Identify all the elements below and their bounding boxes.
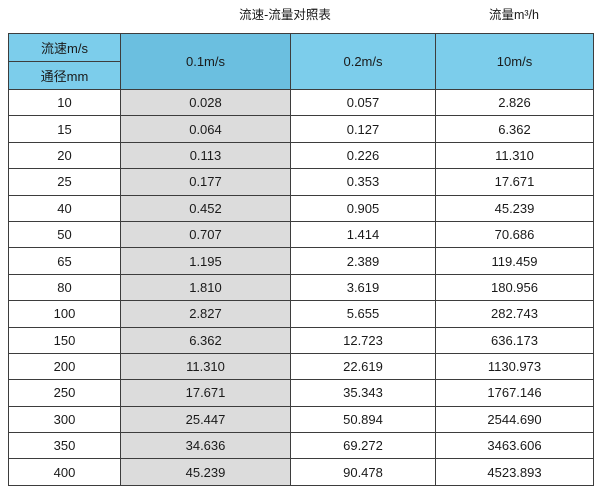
cell-flow-0-1ms: 0.028 [120,88,291,117]
cell-diameter: 300 [8,405,121,434]
cell-flow-0-1ms: 11.310 [120,352,291,381]
cell-flow-10ms: 282.743 [435,300,594,328]
table-row: 200 11.310 22.619 1130.973 [8,352,594,381]
column-header-10ms[interactable]: 10m/s [435,33,594,90]
cell-flow-10ms: 6.362 [435,115,594,143]
table-row: 20 0.113 0.226 11.310 [8,141,594,170]
cell-flow-0-1ms: 0.177 [120,168,291,196]
cell-flow-0-1ms: 25.447 [120,405,291,434]
table-row: 100 2.827 5.655 282.743 [8,300,594,328]
cell-diameter: 65 [8,247,121,275]
cell-diameter: 50 [8,220,121,249]
cell-flow-0-2ms: 2.389 [290,247,436,275]
cell-diameter: 150 [8,326,121,354]
header-row-top: 流速m/s 0.1m/s 0.2m/s 10m/s [8,33,594,90]
table-row: 15 0.064 0.127 6.362 [8,115,594,143]
table-row: 80 1.810 3.619 180.956 [8,273,594,302]
cell-flow-0-2ms: 22.619 [290,352,436,381]
cell-flow-10ms: 119.459 [435,247,594,275]
cell-flow-0-2ms: 69.272 [290,432,436,460]
cell-diameter: 25 [8,168,121,196]
cell-flow-0-2ms: 90.478 [290,458,436,486]
cell-flow-0-1ms: 6.362 [120,326,291,354]
cell-flow-10ms: 45.239 [435,194,594,222]
cell-diameter: 15 [8,115,121,143]
cell-diameter: 10 [8,88,121,117]
column-header-0-2ms[interactable]: 0.2m/s [290,33,436,90]
cell-diameter: 20 [8,141,121,170]
cell-flow-10ms: 11.310 [435,141,594,170]
cell-flow-10ms: 4523.893 [435,458,594,486]
cell-flow-10ms: 2544.690 [435,405,594,434]
cell-flow-0-2ms: 0.905 [290,194,436,222]
cell-flow-0-2ms: 50.894 [290,405,436,434]
cell-flow-0-1ms: 0.113 [120,141,291,170]
flow-rate-table: 流速m/s 0.1m/s 0.2m/s 10m/s 通径mm 10 0.028 0.… [8,33,594,486]
table-header: 流速m/s 0.1m/s 0.2m/s 10m/s 通径mm [8,33,594,90]
table-row: 40 0.452 0.905 45.239 [8,194,594,222]
flow-unit-label: 流量m³/h [488,8,539,22]
cell-diameter: 250 [8,379,121,407]
cell-flow-10ms: 17.671 [435,168,594,196]
cell-flow-10ms: 2.826 [435,88,594,117]
table-row: 400 45.239 90.478 4523.893 [8,458,594,486]
cell-flow-0-2ms: 12.723 [290,326,436,354]
table-row: 10 0.028 0.057 2.826 [8,88,594,117]
header-velocity-label: 流速m/s [8,33,121,62]
cell-diameter: 200 [8,352,121,381]
table-title: 流速-流量对照表 [239,8,331,22]
column-header-0-1ms[interactable]: 0.1m/s [120,33,291,90]
table-body: 10 0.028 0.057 2.826 15 0.064 0.127 6.362 20 0.11… [8,88,594,486]
flow-rate-conversion-page: 流速-流量对照表 流量m³/h 流速m/s 0.1m/s 0.2m/s 10m/… [0,6,600,486]
cell-flow-0-1ms: 2.827 [120,300,291,328]
table-row: 350 34.636 69.272 3463.606 [8,432,594,460]
cell-flow-10ms: 180.956 [435,273,594,302]
table-row: 50 0.707 1.414 70.686 [8,220,594,249]
cell-diameter: 350 [8,432,121,460]
cell-flow-0-1ms: 1.195 [120,247,291,275]
cell-flow-0-1ms: 34.636 [120,432,291,460]
cell-flow-10ms: 3463.606 [435,432,594,460]
cell-flow-10ms: 70.686 [435,220,594,249]
table-row: 25 0.177 0.353 17.671 [8,168,594,196]
cell-diameter: 100 [8,300,121,328]
cell-flow-10ms: 636.173 [435,326,594,354]
cell-flow-0-2ms: 0.127 [290,115,436,143]
header-row-bottom: 通径mm [8,61,594,90]
cell-flow-0-1ms: 0.064 [120,115,291,143]
cell-flow-0-2ms: 3.619 [290,273,436,302]
caption-row: 流速-流量对照表 流量m³/h [0,6,600,30]
table-row: 65 1.195 2.389 119.459 [8,247,594,275]
cell-flow-0-2ms: 35.343 [290,379,436,407]
cell-flow-0-2ms: 0.057 [290,88,436,117]
cell-flow-10ms: 1130.973 [435,352,594,381]
cell-flow-0-1ms: 0.452 [120,194,291,222]
cell-diameter: 80 [8,273,121,302]
table-row: 150 6.362 12.723 636.173 [8,326,594,354]
flow-table-container: 流速m/s 0.1m/s 0.2m/s 10m/s 通径mm 10 0.028 0.… [8,33,594,486]
cell-diameter: 40 [8,194,121,222]
cell-diameter: 400 [8,458,121,486]
cell-flow-0-2ms: 5.655 [290,300,436,328]
cell-flow-0-1ms: 1.810 [120,273,291,302]
cell-flow-0-1ms: 45.239 [120,458,291,486]
cell-flow-0-2ms: 0.353 [290,168,436,196]
cell-flow-0-2ms: 0.226 [290,141,436,170]
table-row: 300 25.447 50.894 2544.690 [8,405,594,434]
cell-flow-0-2ms: 1.414 [290,220,436,249]
cell-flow-10ms: 1767.146 [435,379,594,407]
cell-flow-0-1ms: 0.707 [120,220,291,249]
table-row: 250 17.671 35.343 1767.146 [8,379,594,407]
header-diameter-label: 通径mm [8,61,121,90]
cell-flow-0-1ms: 17.671 [120,379,291,407]
